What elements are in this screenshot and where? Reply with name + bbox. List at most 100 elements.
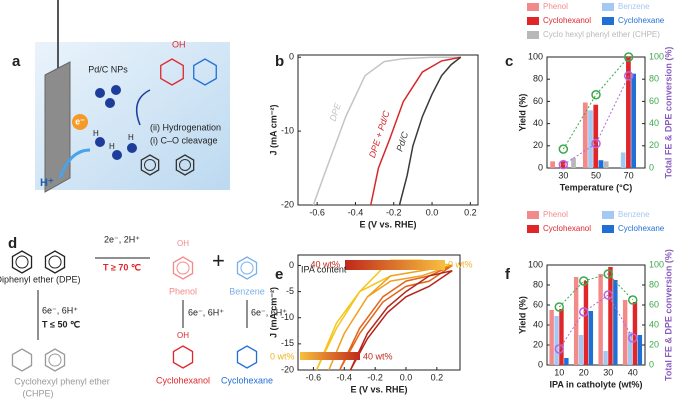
panel-label: d — [8, 235, 17, 252]
condition: 6e⁻, 6H⁺ — [251, 307, 287, 317]
ring — [175, 154, 195, 176]
trend-line — [558, 273, 634, 308]
legend-swatch — [527, 17, 539, 25]
y2-tick-label: 20 — [649, 339, 659, 349]
annotation: 40 wt% — [310, 259, 340, 269]
plus: + — [212, 248, 225, 273]
marker — [554, 302, 564, 312]
y-tick-label: 80 — [533, 279, 543, 289]
x-tick-label: 0.2 — [431, 372, 444, 382]
y-tick-label: -10 — [281, 312, 294, 322]
legend-label: Benzene — [618, 210, 650, 219]
y2-tick-label: 80 — [649, 279, 659, 289]
y-tick-label: 20 — [533, 140, 543, 150]
y-tick-label: 0 — [538, 162, 543, 172]
legend-swatch — [527, 211, 539, 219]
bar — [603, 351, 608, 365]
curve-label: Pd/C — [394, 130, 410, 153]
marker — [628, 295, 638, 305]
x-tick-label: 30 — [558, 170, 568, 180]
condition: 2e⁻, 2H⁺ — [104, 234, 140, 244]
compound-label: Benzene — [229, 286, 265, 296]
bar — [571, 158, 576, 168]
step-label: (i) C–O cleavage — [150, 135, 218, 145]
pd-particle — [111, 85, 121, 95]
h-label: H — [128, 133, 134, 142]
y2-axis-label: Total FE & DPE conversion (%) — [663, 47, 673, 179]
legend-label: Cyclohexanol — [543, 224, 591, 233]
compound-label: Diphenyl ether (DPE) — [0, 274, 81, 284]
bar — [603, 161, 609, 168]
bar — [608, 267, 613, 365]
y2-tick-label: 60 — [649, 299, 659, 309]
structures — [11, 58, 258, 372]
ring — [176, 261, 190, 275]
marker — [623, 52, 634, 62]
oh-label: OH — [177, 239, 189, 248]
ring — [48, 353, 62, 367]
curve — [312, 56, 461, 206]
y-tick-label: 0 — [289, 52, 294, 62]
arrow — [135, 89, 151, 126]
arrow — [58, 148, 91, 179]
h-label: H — [93, 129, 99, 138]
marker — [579, 276, 589, 286]
marker — [603, 290, 613, 300]
x-tick-label: -0.2 — [367, 372, 383, 382]
y-axis-label: J (mA cm⁻²) — [268, 105, 278, 156]
y-tick-label: -20 — [281, 199, 294, 209]
trend-line — [558, 294, 634, 350]
ring — [11, 250, 33, 274]
bar — [583, 281, 589, 365]
bar — [598, 274, 603, 365]
bar — [593, 104, 599, 168]
x-tick-label: -0.6 — [309, 207, 325, 217]
legend-label: Cyclohexanol — [543, 16, 591, 25]
x-tick-label: 20 — [579, 367, 589, 377]
condition: 6e⁻, 6H⁺ — [42, 305, 78, 315]
ring — [179, 159, 191, 171]
bar — [598, 160, 604, 168]
compound-label: Cyclohexane — [221, 375, 273, 385]
ring — [44, 250, 66, 274]
legend-label: Cyclo hexyl phenyl ether (CHPE) — [543, 30, 660, 39]
bar — [627, 332, 633, 365]
bar — [559, 309, 564, 365]
curve-label: DPE + Pd/C — [367, 109, 392, 159]
y-axis-label: J (mA cm⁻²) — [268, 287, 278, 338]
electron-label: e⁻ — [75, 116, 85, 126]
y-tick-label: 100 — [528, 51, 543, 61]
x-tick-label: 70 — [624, 170, 634, 180]
arrow — [345, 260, 445, 270]
y2-axis-label: Total FE & DPE conversion (%) — [663, 249, 673, 381]
bar — [578, 335, 584, 365]
legend-label: Cyclohexane — [618, 224, 665, 233]
legend-swatch — [602, 211, 614, 219]
panel-d: d + Diphenyl ether (DPE) 2e⁻, 2H⁺ T ≥ 70… — [0, 234, 287, 398]
bar — [626, 57, 631, 168]
condition: 6e⁻, 6H⁺ — [188, 307, 224, 317]
legend-label: Cyclohexane — [618, 16, 665, 25]
bar — [588, 110, 593, 168]
y-tick-label: -5 — [286, 286, 294, 296]
pd-particle — [105, 98, 115, 108]
x-tick-label: -0.4 — [348, 207, 364, 217]
plot-frame — [297, 254, 461, 371]
y-axis-label: Yield (%) — [517, 296, 527, 334]
curve — [338, 264, 453, 371]
marker — [603, 269, 613, 279]
condition: T ≥ 70 ℃ — [103, 262, 141, 272]
x-tick-label: 0.0 — [426, 207, 439, 217]
chart: e -20 -15 -10 -5 0 E (V vs. RHE) J (mA cm⁻²) -0.… — [268, 254, 473, 394]
bar — [573, 277, 579, 365]
bar — [564, 358, 569, 365]
chart: f 0 20 40 60 80 100 0 20 40 60 80 100 IPA in catholyt… — [505, 210, 673, 389]
bar — [632, 302, 638, 365]
ring — [48, 255, 62, 269]
bar — [613, 280, 618, 365]
legend-swatch — [602, 3, 614, 11]
annotation: IPA content — [301, 264, 347, 274]
trend-line — [563, 75, 630, 166]
legend-swatch — [602, 225, 614, 233]
